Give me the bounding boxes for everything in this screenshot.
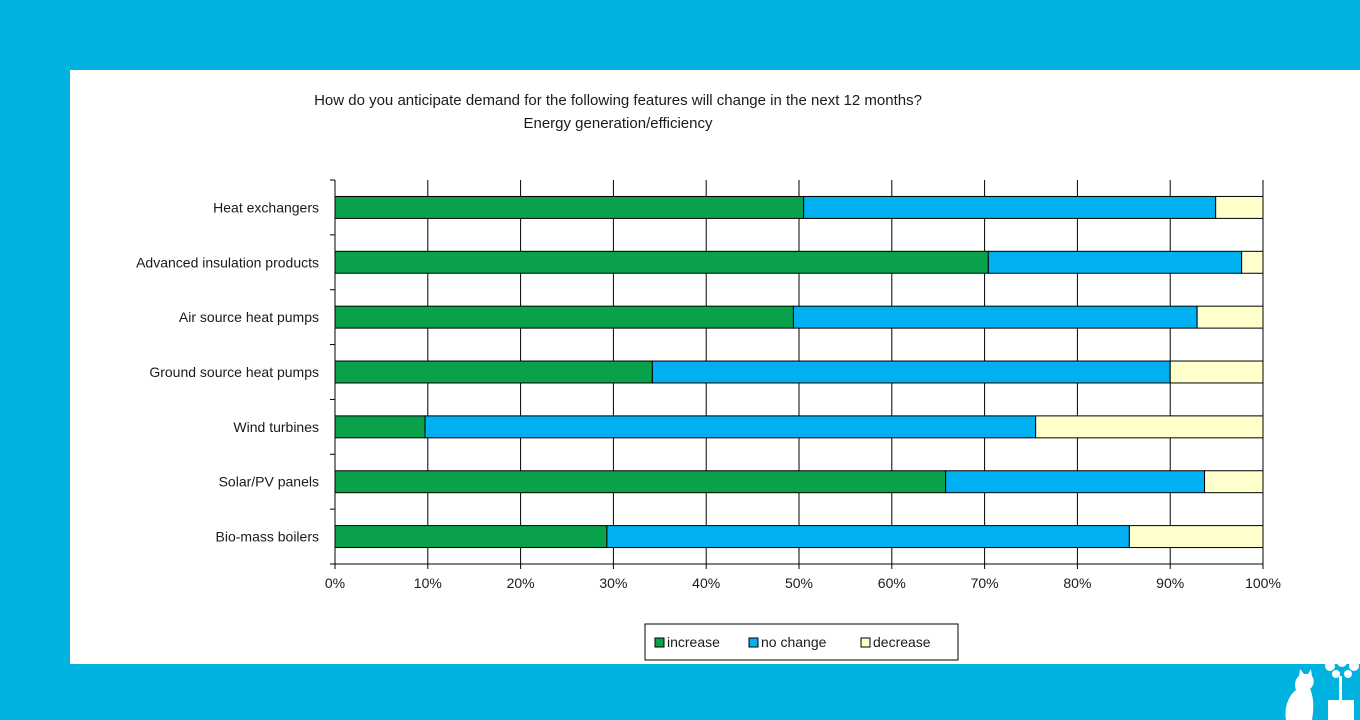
bar-segment xyxy=(334,525,608,549)
chart-subtitle: Energy generation/efficiency xyxy=(523,115,713,132)
cat-and-tree-logo xyxy=(1285,642,1359,720)
legend-swatch xyxy=(748,637,759,648)
category-label: Bio-mass boilers xyxy=(216,529,319,545)
bar-segment xyxy=(792,305,1198,329)
bar-segment xyxy=(424,415,1037,439)
bar-segment xyxy=(334,305,794,329)
bar-segment xyxy=(1196,305,1264,329)
legend-swatch xyxy=(860,637,871,648)
bar-segment xyxy=(334,415,426,439)
x-tick-label: 0% xyxy=(325,575,345,591)
bar-segment xyxy=(1204,470,1264,494)
bar-segment xyxy=(334,470,947,494)
bar-segment xyxy=(803,195,1217,219)
bar-segment xyxy=(334,195,805,219)
bar-segment xyxy=(1215,195,1264,219)
bar-segment xyxy=(987,250,1243,274)
category-label: Heat exchangers xyxy=(213,199,319,215)
bar-segment xyxy=(1241,250,1264,274)
x-tick-label: 40% xyxy=(692,575,720,591)
bar-segment xyxy=(945,470,1206,494)
category-label: Air source heat pumps xyxy=(179,309,319,325)
chart-panel: How do you anticipate demand for the fol… xyxy=(70,70,1360,664)
legend-label: decrease xyxy=(873,634,931,650)
legend-box xyxy=(644,623,959,661)
x-tick-label: 30% xyxy=(599,575,627,591)
plot-area: 0% 10% 20% 30% 40% 50% 60% 70% 80% 90% 100% Heat ex… xyxy=(136,179,1281,591)
category-label: Advanced insulation products xyxy=(136,254,319,270)
bar-segment xyxy=(1128,525,1264,549)
legend: increase no change decrease xyxy=(644,623,959,661)
chart-title: How do you anticipate demand for the fol… xyxy=(314,92,922,109)
category-label: Wind turbines xyxy=(233,419,319,435)
bar-segment xyxy=(334,360,653,384)
bar-segment xyxy=(334,250,989,274)
bar-segment xyxy=(606,525,1130,549)
x-tick-label: 100% xyxy=(1245,575,1281,591)
x-tick-label: 70% xyxy=(971,575,999,591)
bar-segment xyxy=(651,360,1171,384)
x-tick-label: 10% xyxy=(414,575,442,591)
x-tick-label: 60% xyxy=(878,575,906,591)
stacked-bar-chart: How do you anticipate demand for the fol… xyxy=(136,92,1281,661)
legend-label: no change xyxy=(761,634,827,650)
x-tick-label: 20% xyxy=(507,575,535,591)
x-tick-label: 90% xyxy=(1156,575,1184,591)
bar-segment xyxy=(1169,360,1264,384)
legend-swatch xyxy=(654,637,665,648)
x-tick-label: 80% xyxy=(1063,575,1091,591)
cat-icon xyxy=(1285,669,1314,720)
category-label: Ground source heat pumps xyxy=(149,364,319,380)
tree-pot-icon xyxy=(1328,700,1354,720)
category-label: Solar/PV panels xyxy=(219,474,319,490)
x-tick-label: 50% xyxy=(785,575,813,591)
legend-label: increase xyxy=(667,634,720,650)
bar-segment xyxy=(1035,415,1264,439)
